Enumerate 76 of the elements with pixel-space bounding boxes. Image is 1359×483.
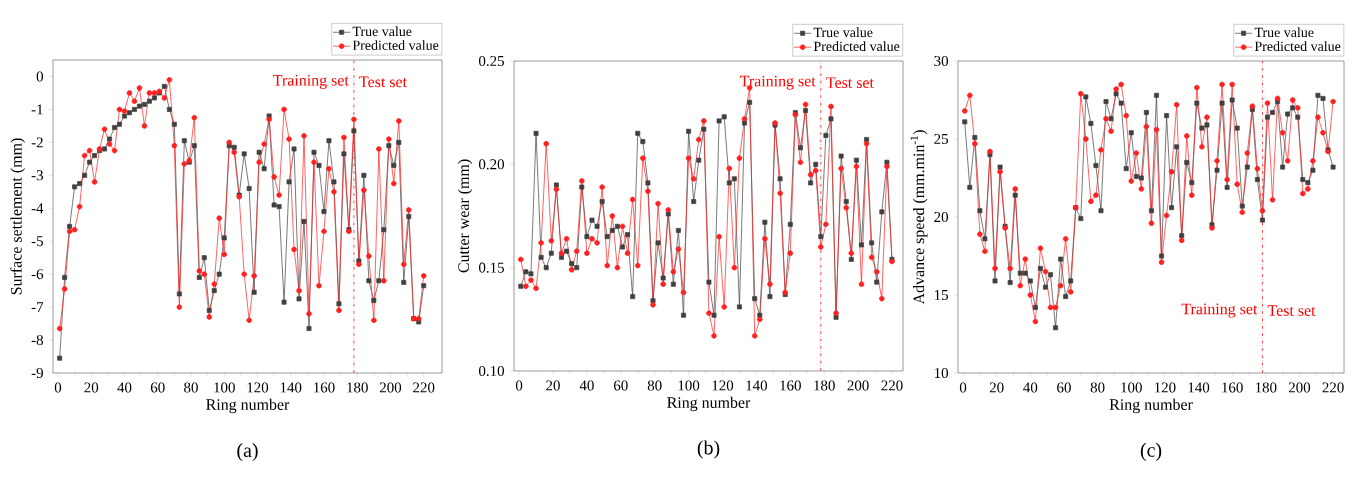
legend-label: True value <box>352 26 412 37</box>
text: (a) <box>237 443 258 462</box>
y-tick-label: 20 <box>934 211 949 223</box>
x-tick-label: 100 <box>678 380 700 391</box>
y-tick-label: 30 <box>934 55 949 67</box>
text: (c) <box>1140 442 1162 461</box>
y-tick-label: -8 <box>31 335 43 346</box>
x-tick-label: 200 <box>847 380 869 391</box>
x-tick-label: 0 <box>54 382 62 393</box>
x-tick-label: 120 <box>247 382 269 393</box>
y-tick-label: -6 <box>31 269 44 280</box>
y-tick-label: -7 <box>31 302 44 312</box>
y-tick-label: 0 <box>36 71 43 82</box>
text: (b) <box>697 440 720 459</box>
x-tick-label: 160 <box>314 382 335 393</box>
x-tick-label: 160 <box>1222 382 1243 393</box>
x-tick-label: 100 <box>214 382 235 393</box>
y-tick-label: 0.10 <box>478 365 505 377</box>
annotation: Training set <box>273 74 349 89</box>
y-tick-label: 10 <box>934 367 949 379</box>
annotation: Test set <box>359 76 407 88</box>
x-axis-title: Ring number <box>1109 398 1193 414</box>
x-tick-label: 80 <box>647 380 662 391</box>
x-tick-label: 140 <box>1188 382 1210 393</box>
x-tick-label: 20 <box>546 380 560 391</box>
annotation: Test set <box>826 77 874 88</box>
x-tick-label: 40 <box>117 382 132 393</box>
x-tick-label: 140 <box>280 382 302 393</box>
x-tick-label: 0 <box>959 382 967 393</box>
y-tick-label: -9 <box>31 367 43 379</box>
y-axis-title: Surface settlement (mm) <box>10 138 25 295</box>
y-tick-label: 15 <box>934 290 948 300</box>
legend-label: True value <box>813 27 873 38</box>
y-axis-title: Advance speed (mm.min$^{-1}$) <box>910 130 928 305</box>
legend-label: True value <box>1254 27 1314 38</box>
x-tick-label: 20 <box>989 382 1004 393</box>
x-axis-title: Ring number <box>667 396 751 412</box>
x-tick-label: 200 <box>379 382 402 393</box>
legend-label: Predicted value <box>1254 41 1341 52</box>
x-tick-label: 20 <box>84 382 99 393</box>
y-axis-title: Cutter wear (mm) <box>457 159 473 273</box>
y-tick-label: 0.15 <box>478 262 504 273</box>
x-tick-label: 100 <box>1121 382 1142 393</box>
x-tick-label: 120 <box>1154 382 1176 393</box>
x-tick-label: 140 <box>746 380 768 391</box>
y-tick-label: -2 <box>31 137 43 148</box>
x-tick-label: 220 <box>1322 382 1344 393</box>
x-tick-label: 180 <box>347 382 368 393</box>
x-tick-label: 220 <box>881 380 903 391</box>
annotation: Training set <box>739 75 816 90</box>
x-tick-label: 40 <box>579 380 594 391</box>
x-axis-title: Ring number <box>206 398 290 414</box>
x-tick-label: 160 <box>780 380 801 391</box>
x-tick-label: 60 <box>1057 382 1071 393</box>
y-tick-label: 25 <box>934 133 948 145</box>
x-tick-label: 0 <box>515 380 523 391</box>
annotation: Training set <box>1181 303 1258 318</box>
annotation: Test set <box>1267 305 1316 316</box>
x-tick-label: 180 <box>1255 382 1277 393</box>
y-tick-label: -4 <box>31 203 44 214</box>
x-tick-label: 60 <box>150 382 165 393</box>
y-tick-label: -5 <box>31 236 43 247</box>
x-tick-label: 80 <box>1090 382 1105 393</box>
x-tick-label: 80 <box>184 382 198 393</box>
x-tick-label: 60 <box>613 380 628 391</box>
y-tick-label: -1 <box>31 104 43 115</box>
y-tick-label: 0.25 <box>478 55 504 67</box>
x-tick-label: 220 <box>413 382 435 393</box>
legend-label: Predicted value <box>813 41 900 52</box>
x-tick-label: 180 <box>814 380 835 391</box>
x-tick-label: 200 <box>1288 382 1311 393</box>
x-tick-label: 120 <box>712 380 734 391</box>
legend-label: Predicted value <box>352 40 439 51</box>
x-tick-label: 40 <box>1023 382 1038 393</box>
y-tick-label: -3 <box>31 170 43 181</box>
y-tick-label: 0.20 <box>478 159 505 170</box>
